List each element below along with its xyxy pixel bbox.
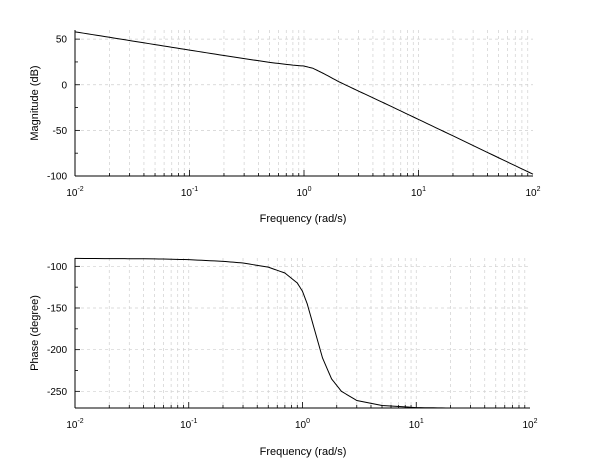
phase-x-axis-title: Frequency (rad/s) [260,446,347,458]
phase-x-tick-label: 10-2 [66,418,83,431]
magnitude-y-axis-title: Magnitude (dB) [29,65,41,140]
magnitude-x-tick-label: 10-1 [181,186,198,199]
phase-series-line [74,257,530,409]
magnitude-y-tick-label: 50 [56,35,68,46]
phase-y-axis-title: Phase (degree) [29,295,41,371]
phase-y-tick-label: -100 [47,262,67,273]
phase-x-tick-label: 100 [295,418,310,431]
phase-y-tick-label: -200 [47,345,67,356]
magnitude-x-axis-title: Frequency (rad/s) [260,213,347,225]
phase-x-tick-label: 101 [409,418,424,431]
phase-y-tick-label: -150 [47,304,67,315]
magnitude-x-tick-label: 102 [525,186,540,199]
magnitude-y-tick-label: 0 [61,80,67,91]
phase-y-tick-label: -250 [47,387,67,398]
magnitude-y-tick-label: -100 [47,172,67,183]
magnitude-x-tick-label: 100 [296,186,311,199]
magnitude-y-tick-label: -50 [53,126,68,137]
magnitude-series-line [74,31,534,175]
magnitude-x-tick-label: 101 [411,186,426,199]
phase-x-tick-label: 10-1 [180,418,197,431]
magnitude-x-tick-label: 10-2 [66,186,83,199]
phase-x-tick-label: 102 [522,418,537,431]
